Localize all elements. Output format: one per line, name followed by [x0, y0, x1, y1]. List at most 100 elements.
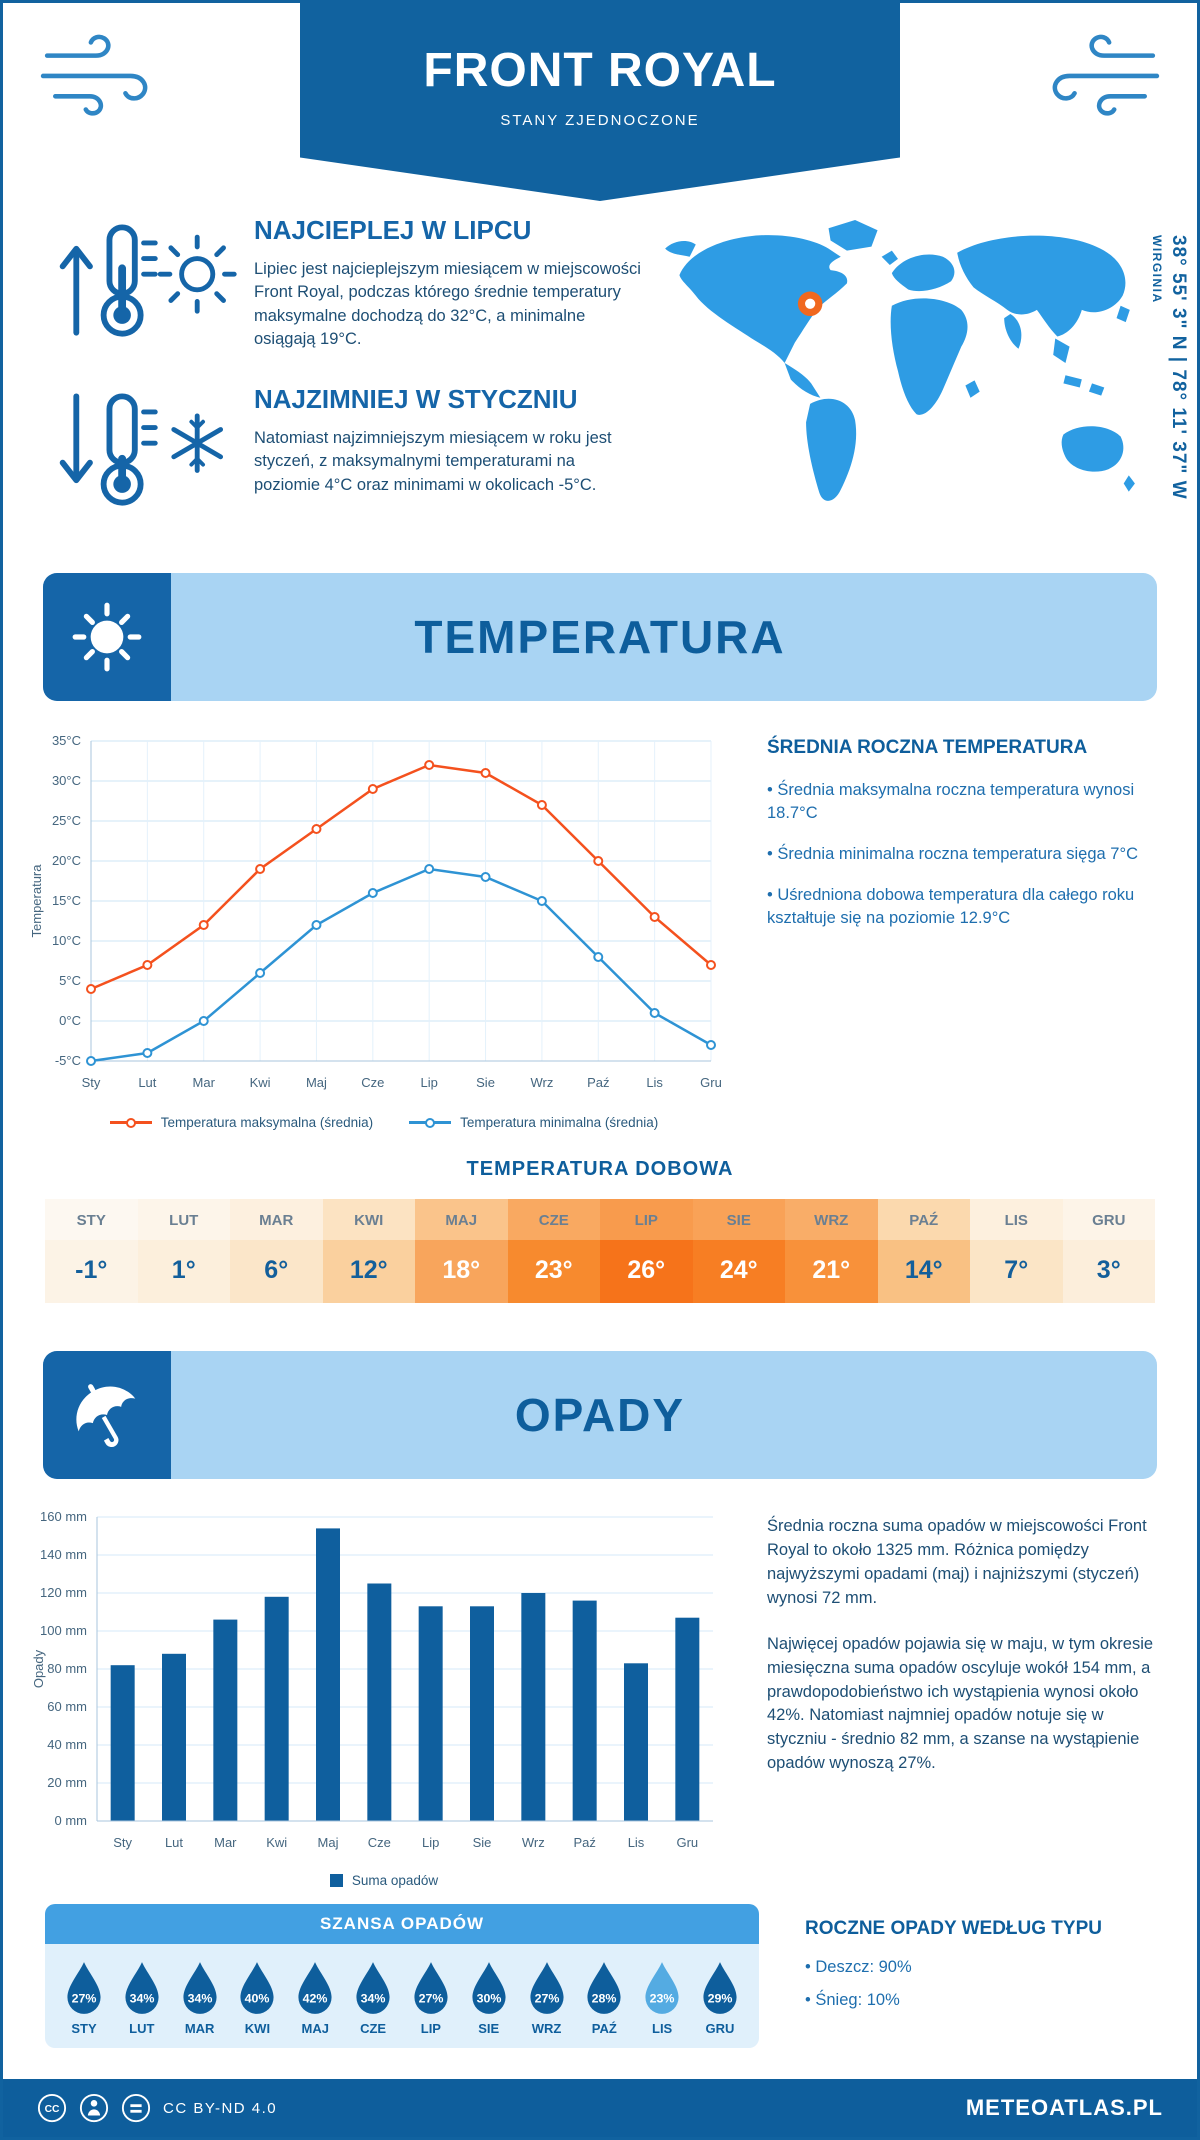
temperature-bullet: Uśredniona dobowa temperatura dla całego… — [767, 884, 1155, 930]
raindrop-icon: 27% — [529, 1962, 564, 2014]
raindrop-icon: 28% — [587, 1962, 621, 2014]
warmest-month-block: NAJCIEPLEJ W LIPCU Lipiec jest najcieple… — [49, 215, 669, 352]
precipitation-section-banner: OPADY — [43, 1351, 1157, 1479]
warmest-text: Lipiec jest najcieplejszym miesiącem w m… — [254, 260, 641, 349]
chance-drop: 34% MAR — [175, 1960, 225, 2036]
daily-temperature-table: STY -1° LUT 1° MAR 6° KWI 12° MAJ 18° CZE 23° LIP 26°… — [45, 1199, 1155, 1303]
svg-text:Kwi: Kwi — [266, 1835, 287, 1850]
raindrop-icon: 40% — [240, 1962, 275, 2014]
svg-text:Cze: Cze — [368, 1835, 391, 1850]
wind-icon — [40, 34, 148, 116]
svg-text:Mar: Mar — [214, 1835, 237, 1850]
svg-text:0 mm: 0 mm — [55, 1813, 88, 1828]
svg-text:Wrz: Wrz — [522, 1835, 545, 1850]
precipitation-detail-section: 0 mm 20 mm 40 mm 60 mm 80 mm 100 mm 120 mm 140 … — [3, 1479, 1197, 1888]
svg-text:30°C: 30°C — [52, 773, 81, 788]
daily-temperature-cell: GRU 3° — [1062, 1199, 1155, 1303]
chance-month-label: LIS — [652, 2021, 673, 2036]
precipitation-chance-box: SZANSA OPADÓW 27% STY 34% LUT 34% MAR 40% KWI 42… — [45, 1904, 759, 2048]
precip-chart-legend: Suma opadów — [27, 1873, 741, 1888]
intro-blocks: NAJCIEPLEJ W LIPCU Lipiec jest najcieple… — [49, 215, 669, 551]
svg-text:Mar: Mar — [193, 1075, 216, 1090]
precipitation-section-title: OPADY — [514, 1389, 686, 1441]
svg-text:Sie: Sie — [476, 1075, 495, 1090]
license-text: CC BY-ND 4.0 — [163, 2099, 278, 2117]
world-map — [659, 208, 1139, 518]
svg-text:Maj: Maj — [306, 1075, 327, 1090]
raindrop-icon: 42% — [298, 1962, 332, 2014]
coldest-text: Natomiast najzimniejszym miesiącem w rok… — [254, 428, 612, 494]
temp-chart-legend: Temperatura maksymalna (średnia) Temperat… — [27, 1115, 741, 1130]
svg-text:5°C: 5°C — [59, 973, 81, 988]
umbrella-icon — [43, 1351, 171, 1479]
daily-temperature-cell: MAR 6° — [230, 1199, 323, 1303]
precipitation-paragraph: Średnia roczna suma opadów w miejscowośc… — [767, 1517, 1147, 1607]
daily-temperature-cell: KWI 12° — [322, 1199, 415, 1303]
svg-text:15°C: 15°C — [52, 893, 81, 908]
header-banner: FRONT ROYAL STANY ZJEDNOCZONE — [300, 3, 900, 201]
raindrop-icon: 30% — [472, 1962, 506, 2014]
svg-text:80 mm: 80 mm — [47, 1661, 87, 1676]
wind-icon — [1052, 34, 1160, 116]
chance-drop: 42% MAJ — [290, 1960, 340, 2036]
daily-temperature-cell: LUT 1° — [137, 1199, 230, 1303]
chance-drop: 34% CZE — [348, 1960, 398, 2036]
precip-legend-swatch — [329, 1874, 343, 1887]
svg-text:40%: 40% — [245, 1991, 270, 2005]
svg-text:160 mm: 160 mm — [40, 1509, 87, 1524]
svg-text:-5°C: -5°C — [55, 1053, 81, 1068]
svg-text:29%: 29% — [708, 1991, 733, 2005]
chance-drop: 27% STY — [59, 1960, 109, 2036]
svg-text:Kwi: Kwi — [250, 1075, 271, 1090]
svg-text:20 mm: 20 mm — [47, 1775, 87, 1790]
svg-text:28%: 28% — [592, 1991, 617, 2005]
svg-text:Sty: Sty — [82, 1075, 101, 1090]
site-name: METEOATLAS.PL — [965, 2095, 1163, 2120]
temperature-section-title: TEMPERATURA — [414, 611, 786, 663]
bottom-section: SZANSA OPADÓW 27% STY 34% LUT 34% MAR 40% KWI 42… — [3, 1888, 1197, 2048]
raindrop-icon: 27% — [414, 1962, 448, 2014]
snow-share: Śnieg: 10% — [805, 1989, 1102, 2012]
raindrop-icon: 23% — [645, 1962, 679, 2014]
svg-text:Gru: Gru — [676, 1835, 698, 1850]
precip-legend-label: Suma opadów — [351, 1873, 439, 1888]
thermometer-up-sun-icon — [49, 215, 254, 352]
temperature-bullet: Średnia maksymalna roczna temperatura wy… — [767, 779, 1155, 825]
svg-text:27%: 27% — [534, 1991, 559, 2005]
daily-temperature-cell: LIS 7° — [970, 1199, 1063, 1303]
svg-text:60 mm: 60 mm — [47, 1699, 87, 1714]
svg-text:Lip: Lip — [422, 1835, 439, 1850]
daily-temperature-cell: SIE 24° — [692, 1199, 785, 1303]
temperature-line-chart: -5°C 0°C 5°C 10°C 15°C 20°C 25°C 30°C 35°C Sty Lut… — [29, 733, 722, 1090]
sun-icon — [43, 573, 171, 701]
raindrop-icon: 34% — [125, 1962, 159, 2014]
svg-text:27%: 27% — [72, 1991, 97, 2005]
chance-drop: 40% KWI — [232, 1960, 282, 2036]
precipitation-paragraph: Najwięcej opadów pojawia się w maju, w t… — [767, 1634, 1154, 1773]
page-title: FRONT ROYAL — [423, 44, 777, 97]
cc-icon: CC — [37, 2093, 67, 2123]
annual-temperature-title: ŚREDNIA ROCZNA TEMPERATURA — [767, 737, 1088, 758]
svg-text:140 mm: 140 mm — [40, 1547, 87, 1562]
warmest-heading: NAJCIEPLEJ W LIPCU — [254, 215, 532, 245]
svg-text:Wrz: Wrz — [530, 1075, 553, 1090]
svg-text:20°C: 20°C — [52, 853, 81, 868]
svg-text:25°C: 25°C — [52, 813, 81, 828]
legend-item: Suma opadów — [329, 1873, 439, 1888]
raindrop-icon: 34% — [356, 1962, 390, 2014]
svg-text:Temperatura: Temperatura — [29, 864, 44, 938]
chance-drop: 23% LIS — [637, 1960, 687, 2036]
svg-text:34%: 34% — [361, 1991, 386, 2005]
chance-drop: 27% LIP — [406, 1960, 456, 2036]
chance-month-label: LIP — [420, 2021, 441, 2036]
hero-section: FRONT ROYAL STANY ZJEDNOCZONE — [3, 3, 1197, 573]
svg-text:34%: 34% — [187, 1991, 212, 2005]
precipitation-type-block: ROCZNE OPADY WEDŁUG TYPU Deszcz: 90% Śni… — [805, 1904, 1102, 2048]
temperature-detail-section: -5°C 0°C 5°C 10°C 15°C 20°C 25°C 30°C 35°C Sty Lut… — [3, 701, 1197, 1130]
chance-month-label: SIE — [478, 2021, 500, 2036]
chance-month-label: CZE — [360, 2021, 387, 2036]
daily-temperature-cell: PAŹ 14° — [877, 1199, 970, 1303]
chance-month-label: GRU — [705, 2021, 735, 2036]
chance-drop: 34% LUT — [117, 1960, 167, 2036]
